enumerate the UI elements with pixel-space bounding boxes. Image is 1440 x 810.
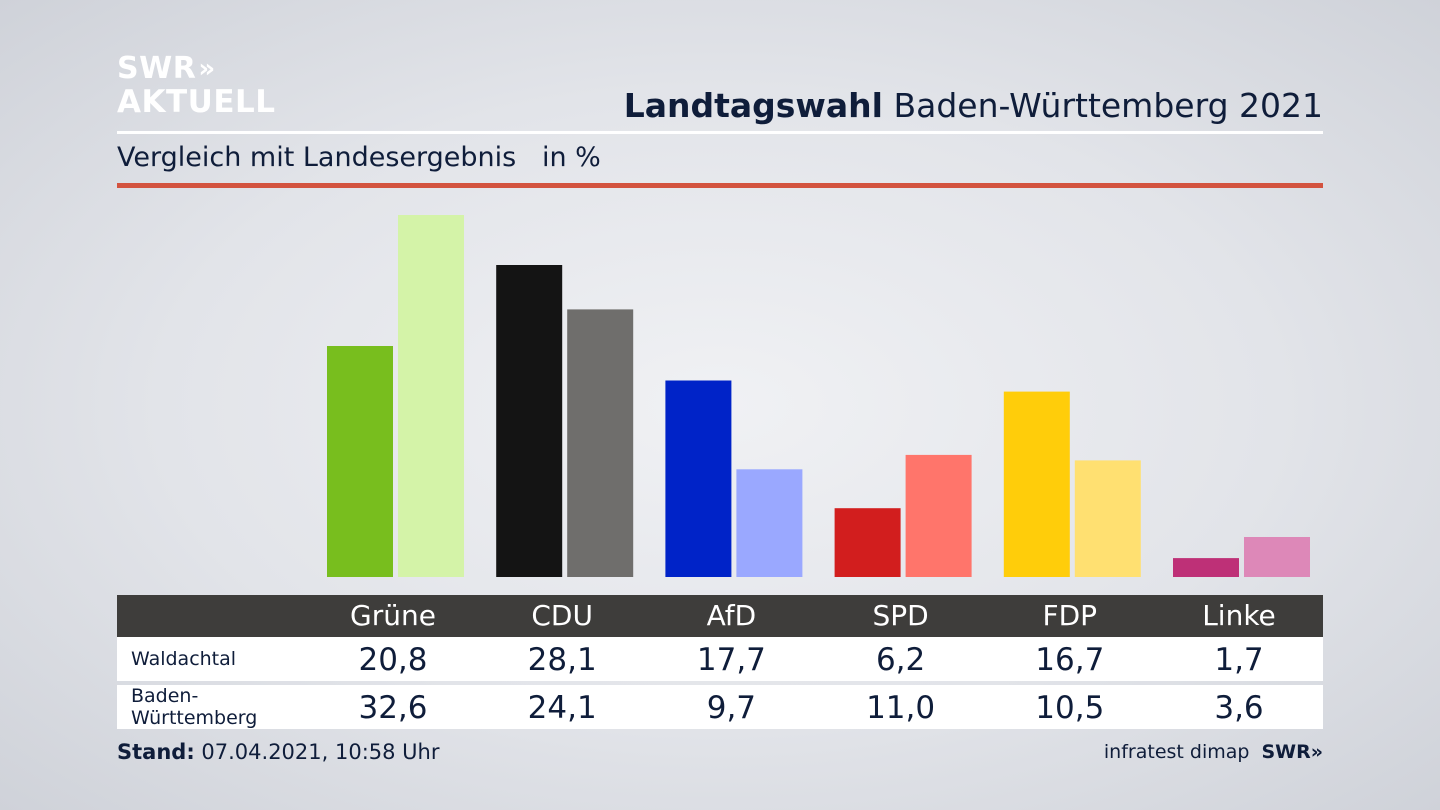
bar-spd-waldachtal — [834, 508, 901, 577]
page-title: Landtagswahl Baden-Württemberg 2021 — [624, 86, 1323, 125]
row-label: Baden-Württemberg — [131, 685, 258, 729]
table-cell-value: 20,8 — [358, 642, 428, 678]
table-cell-value: 11,0 — [866, 690, 936, 726]
swr-brand-icon: SWR» — [1261, 741, 1323, 763]
table-cell-value: 24,1 — [527, 690, 597, 726]
table-header: Grüne CDU AfD SPD FDP Linke — [117, 595, 1323, 637]
bar-fdp-baden-wuerttemberg — [1074, 460, 1141, 577]
column-header-linke: Linke — [1202, 599, 1276, 632]
stand-label: Stand: — [117, 740, 195, 764]
table-cell-value: 17,7 — [696, 642, 766, 678]
stand-value: 07.04.2021, 10:58 Uhr — [194, 740, 440, 764]
table-cell-value: 1,7 — [1214, 642, 1264, 678]
bar-linke-waldachtal — [1173, 558, 1239, 577]
table-cell-value: 6,2 — [875, 642, 926, 678]
bar-chart — [327, 215, 1310, 577]
swr-aktuell-logo: SWR» AKTUELL — [117, 54, 276, 118]
source-label: infratest dimap — [1103, 741, 1250, 763]
column-header-cdu: CDU — [531, 599, 593, 632]
bar-spd-baden-wuerttemberg — [905, 454, 972, 577]
table-cell-value: 32,6 — [358, 690, 428, 726]
title-divider — [117, 131, 1323, 134]
table-cell-value: 9,7 — [706, 690, 757, 726]
accent-divider — [117, 183, 1323, 188]
bar-afd-waldachtal — [665, 380, 732, 577]
table-cell-value: 28,1 — [527, 642, 597, 678]
timestamp: Stand: 07.04.2021, 10:58 Uhr — [117, 740, 440, 764]
title-rest: Baden-Württemberg 2021 — [882, 86, 1323, 125]
title-bold: Landtagswahl — [623, 86, 883, 125]
bar-fdp-waldachtal — [1003, 391, 1070, 577]
column-header-grüne: Grüne — [350, 599, 436, 632]
table-row-state: Baden-Württemberg 32,6 24,1 9,7 11,0 10,5 3,6 — [117, 685, 1323, 729]
source-credit: infratest dimap SWR» — [1104, 741, 1323, 763]
chart-subtitle: Vergleich mit Landesergebnis in % — [117, 142, 601, 173]
column-header-spd: SPD — [872, 599, 929, 632]
bar-linke-baden-wuerttemberg — [1244, 537, 1310, 577]
results-table: Grüne CDU AfD SPD FDP Linke Waldachtal 20,8 28… — [117, 595, 1323, 729]
bar-cdu-baden-wuerttemberg — [567, 309, 634, 577]
logo-swr: SWR — [117, 51, 197, 86]
bar-afd-baden-wuerttemberg — [736, 469, 803, 577]
table-row-local: Waldachtal 20,8 28,1 17,7 6,2 16,7 1,7 — [117, 637, 1323, 681]
logo-aktuell: AKTUELL — [117, 84, 276, 120]
column-header-afd: AfD — [706, 599, 757, 632]
table-cell-value: 16,7 — [1035, 642, 1105, 678]
bar-cdu-waldachtal — [496, 265, 563, 577]
bar-grüne-waldachtal — [327, 346, 393, 577]
row-label: Waldachtal — [131, 648, 237, 670]
column-header-fdp: FDP — [1042, 599, 1098, 632]
table-cell-value: 3,6 — [1214, 690, 1264, 726]
table-cell-value: 10,5 — [1035, 690, 1105, 726]
bar-grüne-baden-wuerttemberg — [398, 215, 464, 577]
